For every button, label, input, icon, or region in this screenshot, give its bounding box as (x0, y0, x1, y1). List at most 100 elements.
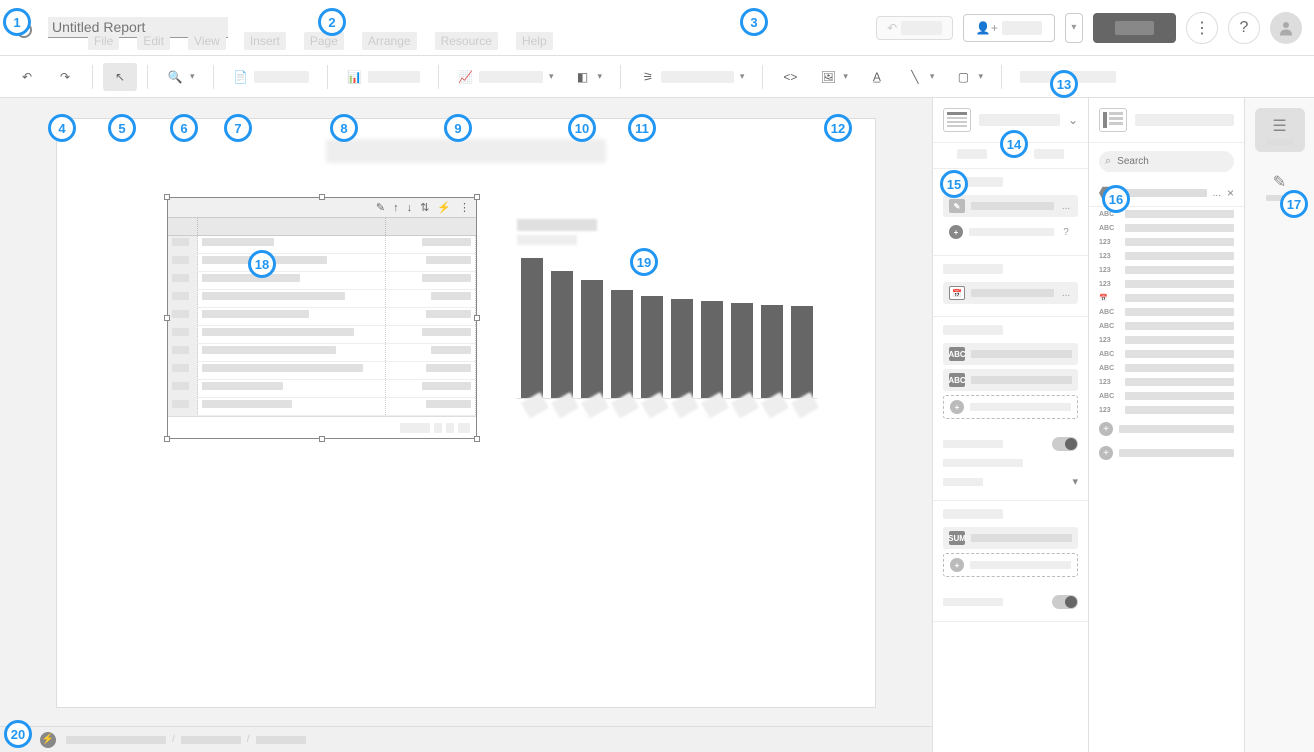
table-toolbar-icon[interactable]: ↓ (407, 202, 413, 214)
add-parameter-row[interactable]: + (1089, 441, 1244, 465)
field-name (1125, 252, 1234, 260)
menu-arrange[interactable]: Arrange (362, 32, 417, 50)
field-row[interactable]: ABC (1089, 361, 1244, 375)
close-icon[interactable]: × (1227, 186, 1234, 200)
share-dropdown[interactable]: ▾ (1065, 13, 1083, 43)
field-search[interactable]: ⌕ (1099, 151, 1234, 172)
default-dim-dropdown[interactable]: ▾ (943, 471, 1078, 492)
field-name (1125, 224, 1234, 232)
menu-resource[interactable]: Resource (435, 32, 498, 50)
toolbar-button[interactable]: <> (773, 63, 807, 91)
toolbar-button[interactable]: 📈Add a chart▾ (449, 63, 562, 91)
data-source-chip[interactable]: ✎... (943, 195, 1078, 217)
breadcrumb-item[interactable] (256, 736, 306, 744)
table-toolbar-icon[interactable]: ✎ (376, 201, 385, 214)
field-row[interactable]: 123 (1089, 277, 1244, 291)
field-row[interactable]: ABC (1089, 347, 1244, 361)
user-avatar[interactable] (1270, 12, 1302, 44)
toolbar-icon: 📄 (232, 68, 250, 86)
setup-tab[interactable] (933, 143, 1011, 168)
field-row[interactable]: ABC (1089, 319, 1244, 333)
field-row[interactable]: ABC (1089, 305, 1244, 319)
toolbar-button[interactable]: ↷ (48, 63, 82, 91)
rail-button[interactable]: ☰ (1255, 108, 1305, 152)
field-row[interactable]: 123 (1089, 375, 1244, 389)
plus-icon: + (949, 225, 963, 239)
field-name (1125, 392, 1234, 400)
field-type-icon: 123 (1099, 253, 1119, 260)
field-row[interactable]: 123 (1089, 263, 1244, 277)
add-dimension-chip[interactable]: + (943, 395, 1078, 419)
dimension-chip[interactable]: ABC (943, 343, 1078, 365)
toolbar-button[interactable]: A̲ (860, 63, 894, 91)
breadcrumb-item[interactable] (181, 736, 241, 744)
undo-pill[interactable]: ↶Undo (876, 16, 953, 40)
date-range-chip[interactable]: 📅... (943, 282, 1078, 304)
chart-bar (761, 305, 783, 398)
drill-down-toggle[interactable] (943, 433, 1078, 455)
field-type-icon: ABC (1099, 225, 1119, 232)
field-row[interactable]: 123 (1089, 403, 1244, 417)
metric-chip[interactable]: SUM (943, 527, 1078, 549)
blend-data-row[interactable]: +? (943, 221, 1078, 243)
field-row[interactable]: 123 (1089, 235, 1244, 249)
bolt-icon[interactable]: ⚡ (40, 732, 56, 748)
table-toolbar-icon[interactable]: ⋮ (459, 201, 470, 214)
toolbar-label: Add a chart (479, 71, 543, 83)
view-button[interactable]: View (1093, 13, 1176, 43)
toolbar-button[interactable]: 🔍▾ (158, 63, 203, 91)
annotation-marker-19: 19 (630, 248, 658, 276)
plus-icon: + (950, 400, 964, 414)
table-toolbar-icon[interactable]: ↑ (393, 202, 399, 214)
field-type-icon: ABC (1099, 393, 1119, 400)
menu-help[interactable]: Help (516, 32, 553, 50)
menu-insert[interactable]: Insert (244, 32, 286, 50)
toolbar-icon: ▢ (954, 68, 972, 86)
toolbar-button[interactable]: ⚞Add a control▾ (631, 63, 752, 91)
table-chart[interactable]: ✎ ↑ ↓ ⇅ ⚡ ⋮ (167, 197, 477, 439)
default-dim-select[interactable] (943, 455, 1078, 471)
menu-file[interactable]: File (88, 32, 119, 50)
optional-metric-toggle[interactable] (943, 591, 1078, 613)
chart-bar (671, 299, 693, 398)
toolbar-button[interactable]: 📊Add data (338, 63, 428, 91)
more-options-button[interactable]: ⋮ (1186, 12, 1218, 44)
field-row[interactable]: 📅 (1089, 291, 1244, 305)
toolbar-icon: ⚞ (639, 68, 657, 86)
chart-bar (551, 271, 573, 398)
toolbar-button[interactable]: 🖼▾ (811, 63, 856, 91)
field-row[interactable]: 123 (1089, 333, 1244, 347)
menu-view[interactable]: View (188, 32, 226, 50)
toolbar-button[interactable]: 📄Add page (224, 63, 317, 91)
toolbar-button[interactable]: ◧▾ (565, 63, 610, 91)
field-row[interactable]: ABC (1089, 389, 1244, 403)
toolbar-button[interactable]: ↖ (103, 63, 137, 91)
calendar-icon: 📅 (949, 286, 965, 300)
dimension-chip[interactable]: ABC (943, 369, 1078, 391)
report-canvas[interactable]: ✎ ↑ ↓ ⇅ ⚡ ⋮ (56, 118, 876, 708)
share-button[interactable]: 👤+Share (963, 14, 1055, 42)
toolbar-icon: A̲ (868, 68, 886, 86)
toolbar-button[interactable]: ╲▾ (898, 63, 943, 91)
toolbar-button[interactable]: ↶ (10, 63, 44, 91)
breadcrumb-item[interactable] (66, 736, 166, 744)
table-toolbar-icon[interactable]: ⇅ (420, 201, 429, 214)
field-name (1125, 210, 1234, 218)
table-row (168, 380, 476, 398)
menu-edit[interactable]: Edit (137, 32, 170, 50)
table-row (168, 236, 476, 254)
annotation-marker-14: 14 (1000, 130, 1028, 158)
add-metric-chip[interactable]: + (943, 553, 1078, 577)
search-input[interactable] (1117, 156, 1228, 167)
header-actions: ↶Undo 👤+Share ▾ View ⋮ ? (876, 12, 1302, 44)
chevron-down-icon: ▾ (930, 71, 935, 82)
field-row[interactable]: 123 (1089, 249, 1244, 263)
field-row[interactable]: ABC (1089, 221, 1244, 235)
add-field-row[interactable]: + (1089, 417, 1244, 441)
chevron-down-icon: ▾ (843, 71, 848, 82)
help-button[interactable]: ? (1228, 12, 1260, 44)
table-toolbar-icon[interactable]: ⚡ (437, 201, 451, 214)
toolbar-button[interactable]: ▢▾ (946, 63, 991, 91)
bar-chart[interactable] (517, 219, 817, 439)
field-name (1125, 350, 1234, 358)
